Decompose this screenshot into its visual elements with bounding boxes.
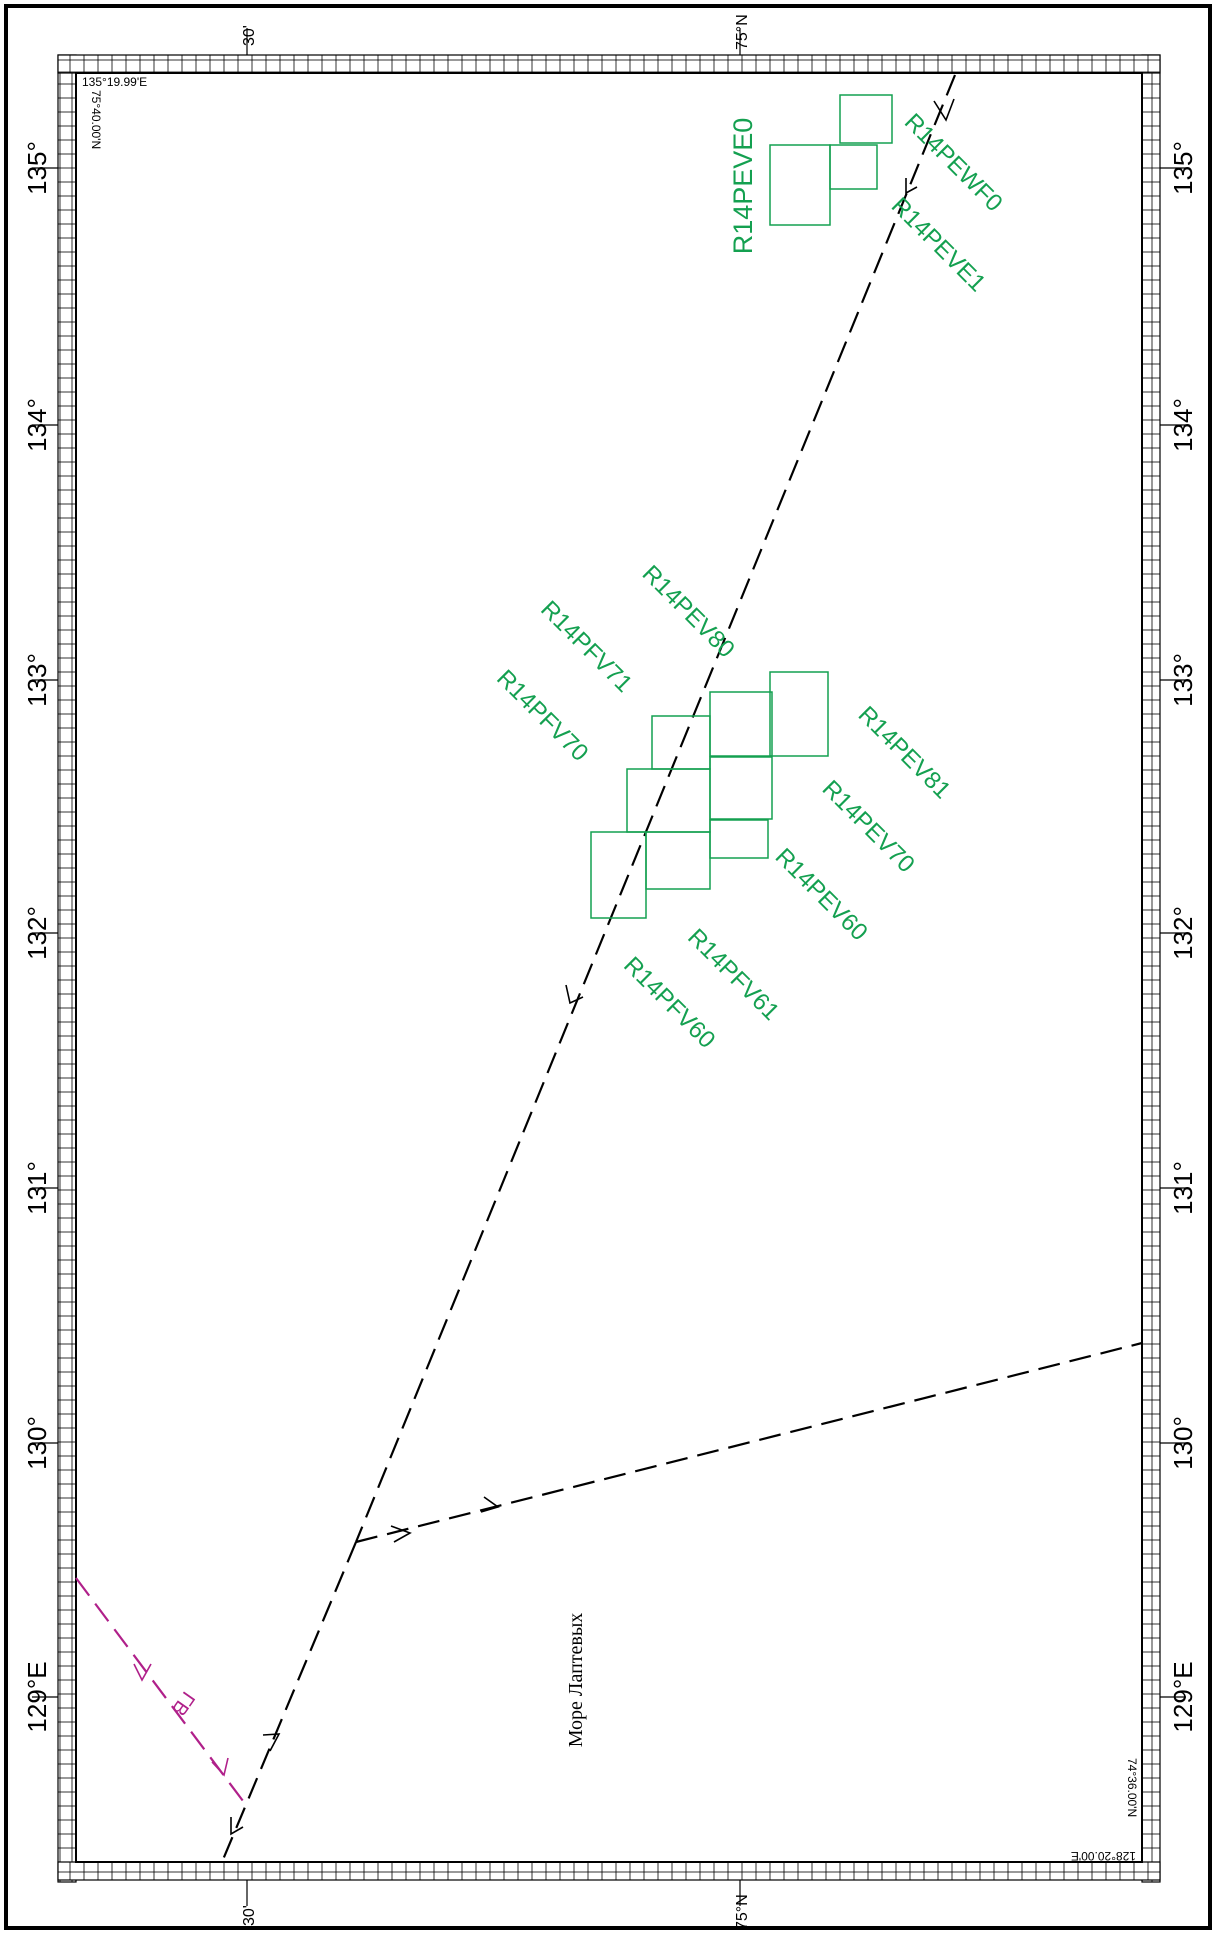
lon-label: 133°	[1168, 653, 1198, 707]
lon-label: 131°	[22, 1161, 52, 1215]
enc-cells	[590, 94, 893, 919]
neatline	[75, 72, 1143, 1863]
route-main	[354, 74, 957, 1543]
chevron-icon	[262, 1733, 281, 1752]
corner-lon-bottom: 128°20.00'E	[1071, 1849, 1136, 1863]
chevron-icon	[480, 1496, 500, 1513]
chevron-icon	[390, 1525, 412, 1543]
lat-label-bottom-30: 30'	[241, 1905, 258, 1926]
outer-border	[4, 4, 1212, 1930]
lon-label: 129°E	[22, 1661, 52, 1732]
corner-lon-top: 135°19.99'E	[82, 75, 147, 89]
lon-label: 130°	[22, 1416, 52, 1470]
lon-label: 134°	[1168, 398, 1198, 452]
chevron-icon	[211, 1757, 229, 1777]
major-ticks	[32, 28, 1186, 1906]
cell-rect	[769, 671, 829, 757]
sea-name-label: Море Лаптевых	[565, 1613, 587, 1748]
lat-labels: 30' 75°N 30' 75°N	[241, 14, 751, 1930]
chevron-icon	[230, 1817, 244, 1836]
chevron-icon	[905, 178, 918, 195]
lon-label: 132°	[22, 906, 52, 960]
route-east-branch	[355, 1341, 1143, 1544]
lat-label-bottom-75: 75°N	[734, 1894, 751, 1930]
cell-label: R14PEVE0	[728, 118, 758, 255]
lat-label-top-75: 75°N	[734, 14, 751, 50]
magenta-arrows	[133, 1663, 229, 1777]
chevron-icon	[933, 98, 955, 122]
lon-label: 133°	[22, 653, 52, 707]
graduated-border	[57, 54, 1161, 1883]
lon-labels-right: 135° 134° 133° 132° 131° 130° 129°E	[1168, 141, 1198, 1732]
lon-label: 134°	[22, 398, 52, 452]
cell-rect	[590, 831, 647, 919]
chevron-icon	[565, 984, 584, 1005]
lon-label: 135°	[22, 141, 52, 195]
lon-label: 132°	[1168, 906, 1198, 960]
route-main-south	[220, 1541, 358, 1863]
corner-coordinates: 135°19.99'E 75°40.00'N 74°36.00'N 128°20…	[82, 75, 1139, 1863]
route-arrows	[230, 98, 955, 1836]
cell-rect	[839, 94, 893, 144]
lon-labels-left: 135° 134° 133° 132° 131° 130° 129°E	[22, 141, 52, 1732]
lon-label: 130°	[1168, 1416, 1198, 1470]
corner-lat-top: 75°40.00'N	[89, 90, 103, 149]
routes	[220, 74, 1143, 1863]
lon-label: 131°	[1168, 1161, 1198, 1215]
lon-label: 129°E	[1168, 1661, 1198, 1732]
cell-rect	[829, 144, 878, 190]
lat-label-top-30: 30'	[241, 25, 258, 46]
lon-label: 135°	[1168, 141, 1198, 195]
chevron-icon	[133, 1663, 152, 1682]
corner-lat-bottom: 74°36.00'N	[1125, 1758, 1139, 1817]
